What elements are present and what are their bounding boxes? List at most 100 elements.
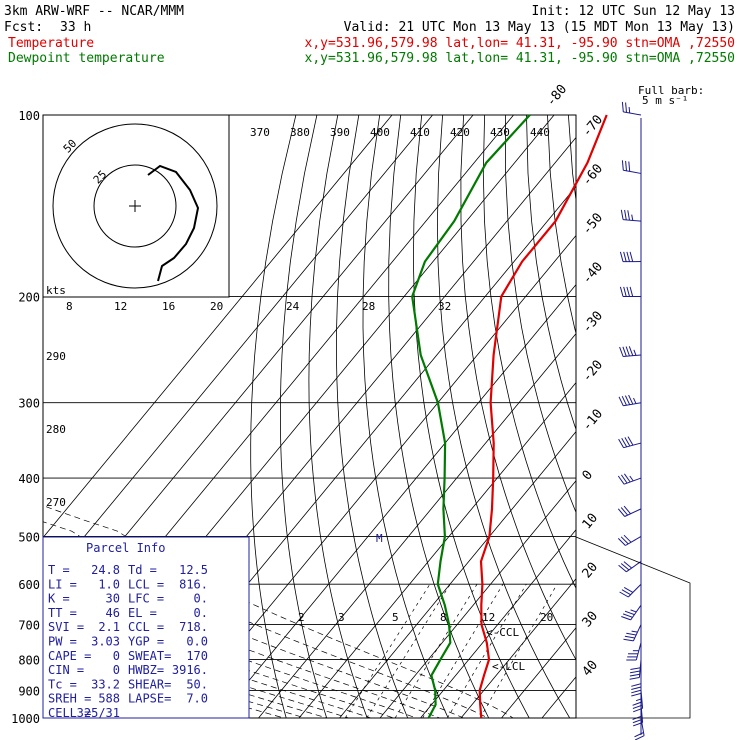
parcel-info-cell: 2.1 (98, 620, 120, 634)
wind-barb-flag (623, 473, 631, 483)
wind-barb (623, 169, 642, 174)
dry-adiabat-line (715, 115, 740, 731)
wind-barb-flag (620, 209, 624, 220)
parcel-info-cell: EL = (128, 606, 157, 620)
wind-barb-flag (622, 346, 627, 357)
wind-barb-flag (634, 732, 644, 738)
isotherm-label: -20 (580, 358, 607, 386)
parcel-info-cell: 170 (186, 649, 208, 663)
pressure-tick-label: 500 (18, 530, 40, 544)
wind-barb-flag (626, 286, 630, 297)
parcel-info-cell: 1.0 (98, 577, 120, 591)
wind-barb-flag (626, 251, 630, 262)
pressure-tick-label: 900 (18, 684, 40, 698)
isotherm-line (379, 480, 576, 718)
dry-adiabat-line (460, 115, 576, 661)
parcel-info-cell: LFC = (128, 592, 164, 606)
dry-adiabat-line (250, 115, 297, 718)
parcel-info-cell: SREH = (48, 692, 91, 706)
wind-barb-flag (620, 563, 630, 571)
theta-label: 430 (490, 126, 510, 139)
frame-extension (575, 536, 691, 719)
parcel-info-cell: 0.0 (186, 635, 208, 649)
parcel-info-cell: K = (48, 592, 70, 606)
theta-left-label: 290 (46, 350, 66, 363)
m-marker: M (376, 532, 383, 545)
temperature-line (478, 114, 608, 719)
parcel-info-panel: Parcel Info T = 24.8 Td = 12.5 LI = 1.0 LCL = 8… (42, 536, 250, 720)
wind-barb-flag (628, 106, 631, 114)
parcel-info-cell: SVI = (48, 620, 84, 634)
theta-label: 420 (450, 126, 470, 139)
parcel-info-cell: CELL = (48, 706, 91, 720)
parcel-info-cell: 816. (179, 577, 208, 591)
dry-adiabat-line (436, 115, 571, 718)
wind-barb-flag (617, 475, 625, 485)
dry-adiabat-line (610, 115, 740, 731)
isotherm-label: 30 (580, 609, 602, 631)
wind-barb-flag (630, 609, 637, 613)
mixing-ratio-line (422, 584, 504, 718)
wind-barb-flag (622, 613, 633, 618)
theta-label: 390 (330, 126, 350, 139)
moist-adiabat-line (43, 602, 373, 718)
wind-barb-flag (619, 346, 624, 357)
dewpoint-info: x,y=531.96,579.98 lat,lon= 41.31, -95.90… (305, 51, 735, 66)
wind-barb-flag (627, 210, 630, 221)
wind-barb-flag (618, 438, 625, 448)
wind-barb-flag (621, 160, 624, 171)
isotherm-line (217, 283, 576, 718)
parcel-info-cell: CIN = (48, 663, 84, 677)
mixing-ratio-line (344, 584, 431, 718)
pressure-tick-label: 100 (18, 109, 40, 123)
wind-barb-flag (619, 251, 624, 262)
wind-barb-flag (621, 616, 631, 621)
parcel-info-cell: 3916. (172, 663, 208, 677)
isotherm-label: -80 (544, 82, 571, 110)
parcel-info-cell: 718. (179, 620, 208, 634)
wind-barb-flag (629, 475, 634, 482)
wind-barb-flag (623, 505, 631, 515)
isotherm-line (43, 115, 393, 539)
wind-barb-flag (627, 436, 634, 446)
barb-key-title: Full barb: (638, 84, 704, 97)
dry-adiabat-line (505, 115, 576, 514)
theta-label: 370 (250, 126, 270, 139)
pressure-tick-label: 400 (18, 472, 40, 486)
mixing-ratio-label-lower: 20 (540, 611, 553, 624)
parcel-info-cell: YGP = (128, 635, 164, 649)
parcel-info-cell: TT = (48, 606, 77, 620)
isotherm-label: -60 (580, 161, 607, 189)
wind-barb-flag (632, 701, 643, 706)
parcel-info-cell: 0. (194, 592, 208, 606)
isotherm-label: 0 (580, 468, 597, 484)
dry-adiabat-line (589, 115, 740, 731)
isotherm-label: -50 (580, 210, 607, 238)
barb-key-value: 5 m s⁻¹ (642, 94, 688, 107)
theta-left-label: 270 (46, 496, 66, 509)
parcel-info-title: Parcel Info (86, 541, 165, 555)
wind-barb-flag (633, 397, 637, 404)
parcel-info-cell: PW = (48, 635, 77, 649)
parcel-info-cell: 0 (113, 649, 120, 663)
wind-barb-flag (631, 683, 642, 687)
mixing-ratio-label-upper: 8 (66, 300, 73, 313)
dewpoint-line (411, 114, 531, 719)
wind-barb-flag (628, 394, 634, 405)
wind-barb-flag (633, 349, 637, 356)
fcst-label: Fcst: (4, 20, 43, 35)
isotherm-label: 40 (580, 658, 602, 680)
isotherm-label: 20 (580, 560, 602, 582)
mixing-ratio-label-upper: 16 (162, 300, 175, 313)
valid-time: Valid: 21 UTC Mon 13 May 13 (15 MDT Mon … (344, 20, 735, 35)
wind-barb-flag (629, 251, 634, 262)
parcel-info-box (42, 536, 250, 719)
wind-barb-flag (630, 670, 641, 674)
isotherm-label: -30 (580, 309, 607, 337)
isotherm-label: -70 (580, 112, 607, 140)
theta-label: 410 (410, 126, 430, 139)
dewpoint-label: Dewpoint temperature (8, 51, 165, 66)
model-title: 3km ARW-WRF -- NCAR/MMM (4, 4, 184, 19)
init-time: Init: 12 UTC Sun 12 May 13 (532, 4, 736, 19)
